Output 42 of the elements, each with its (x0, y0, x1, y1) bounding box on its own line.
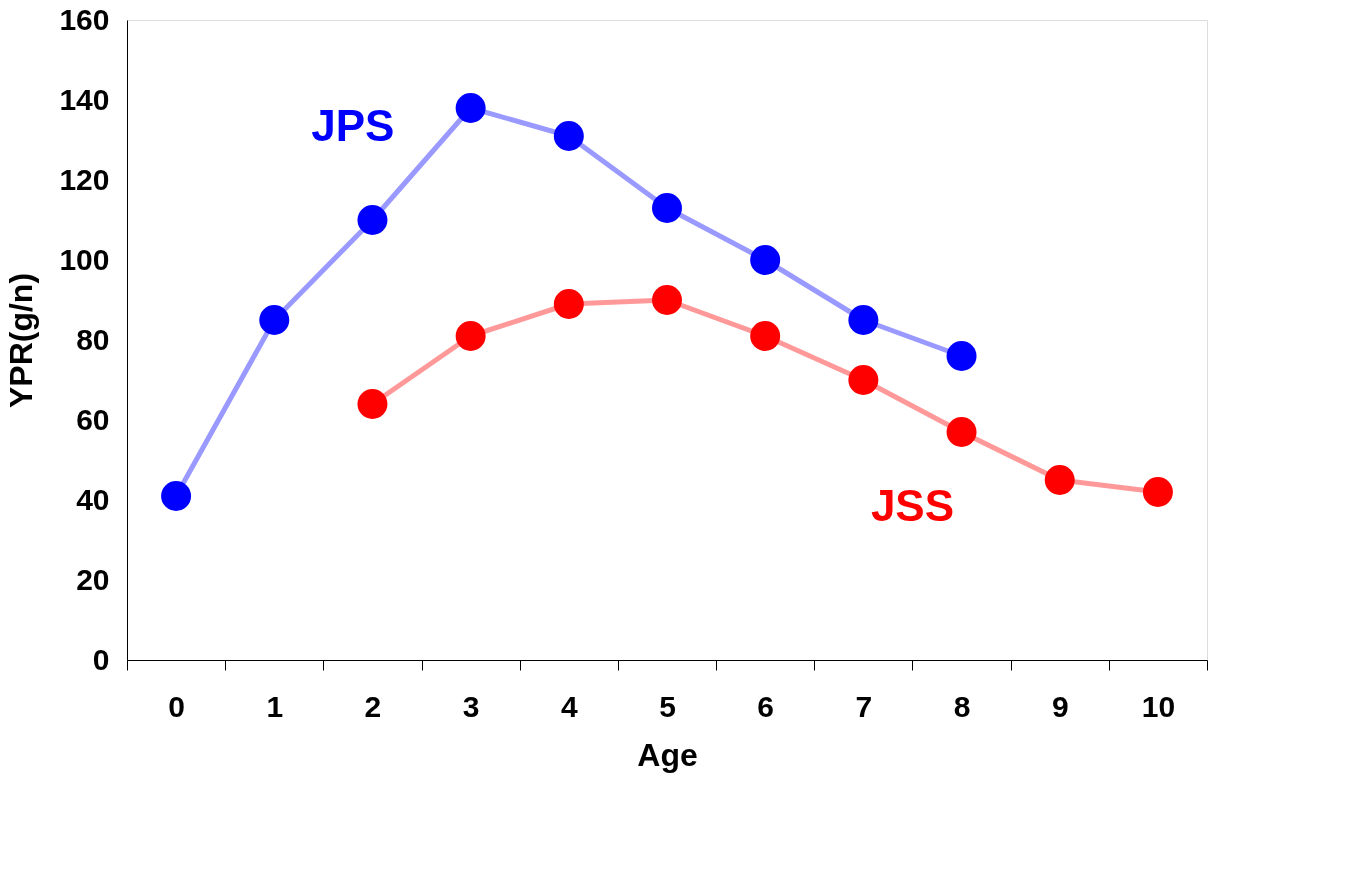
y-tick-label: 0 (92, 642, 110, 676)
x-tick-label: 4 (560, 689, 578, 723)
point (553, 289, 584, 319)
x-tick-label: 3 (462, 689, 480, 723)
point (259, 305, 290, 335)
y-tick-label: 160 (59, 2, 110, 36)
y-axis-title: YPR(g/n) (3, 272, 40, 409)
point (652, 193, 682, 223)
point (357, 389, 388, 419)
y-tick-label: 60 (76, 402, 110, 436)
series-label: JSS (870, 481, 955, 530)
point (455, 321, 486, 351)
x-tick-label: 10 (1141, 689, 1176, 723)
series-label: JPS (311, 101, 395, 150)
x-tick-label: 5 (659, 689, 676, 723)
y-tick-label: 100 (59, 242, 110, 276)
x-tick-label: 0 (168, 689, 185, 723)
point (652, 285, 682, 315)
x-tick-label: 2 (364, 689, 382, 723)
point (946, 341, 977, 371)
y-tick-label: 120 (59, 162, 110, 196)
point (1142, 477, 1173, 507)
point (161, 481, 192, 511)
x-tick-label: 7 (855, 689, 873, 723)
point (1044, 465, 1075, 495)
point (750, 321, 781, 351)
y-tick-label: 20 (76, 562, 110, 596)
point (946, 417, 977, 447)
x-tick-label: 9 (1051, 689, 1069, 723)
x-tick-label: 6 (757, 689, 775, 723)
point (455, 93, 486, 123)
x-tick-label: 8 (953, 689, 971, 723)
point (553, 121, 584, 151)
point (357, 205, 388, 235)
y-tick-label: 40 (76, 482, 110, 516)
point (750, 245, 781, 275)
y-tick-label: 80 (76, 322, 110, 356)
point (848, 305, 879, 335)
point (848, 365, 879, 395)
x-axis-title: Age (637, 736, 698, 773)
y-tick-label: 140 (59, 82, 110, 116)
x-tick-label: 1 (266, 689, 284, 723)
